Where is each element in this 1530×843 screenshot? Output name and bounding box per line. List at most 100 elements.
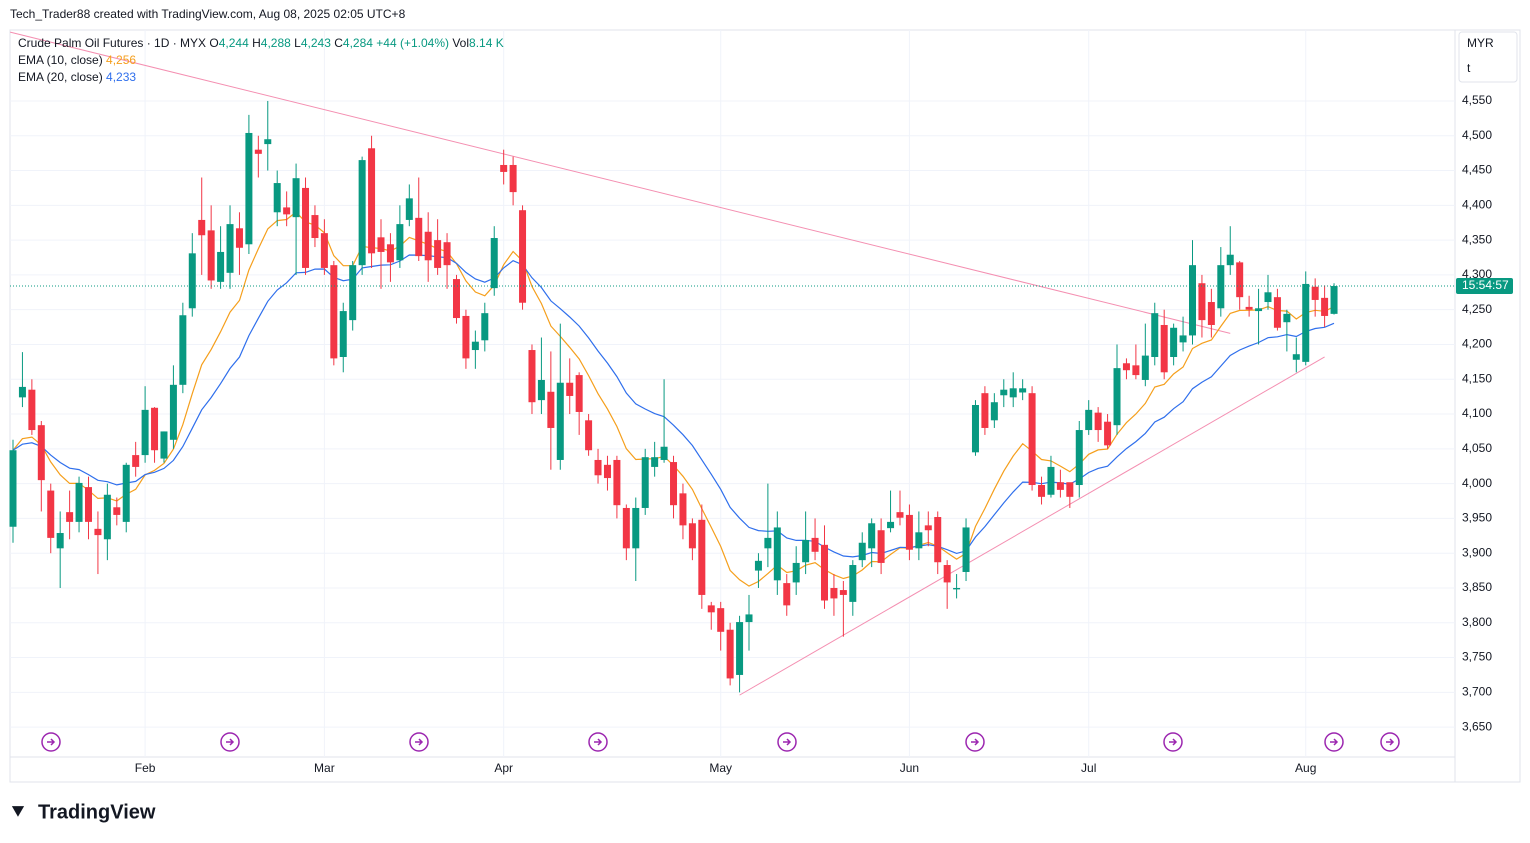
candle-body [924, 525, 932, 531]
candle-body [943, 565, 951, 583]
brand-logo: ⯆ [10, 801, 26, 823]
candle-body [292, 178, 300, 218]
y-tick-label: 3,800 [1462, 615, 1492, 629]
candle-body [575, 375, 583, 412]
candle-body [1104, 421, 1112, 446]
y-tick-label: 3,950 [1462, 511, 1492, 525]
y-tick-label: 4,150 [1462, 371, 1492, 385]
candle-body [1151, 313, 1159, 357]
candle-body [764, 537, 772, 549]
candle-body [585, 420, 593, 451]
candle-body [94, 528, 102, 536]
candle-body [273, 183, 281, 213]
candle-body [339, 311, 347, 357]
trendline [739, 356, 1325, 696]
candle-body [471, 341, 479, 351]
candle-body [641, 457, 649, 508]
candle-body [1122, 363, 1130, 371]
event-icon [1169, 738, 1178, 746]
field-name: H [252, 36, 261, 50]
candle-body [820, 544, 828, 601]
candle-body [726, 629, 734, 679]
field-name: C [334, 36, 343, 50]
candle-body [971, 405, 979, 453]
candle-body [566, 382, 574, 396]
candle-body [660, 446, 668, 460]
event-icon [415, 738, 424, 746]
candle-body [443, 242, 451, 266]
candle-body [537, 379, 545, 401]
candle-body [811, 537, 819, 552]
candle-body [37, 425, 45, 481]
x-tick-label: May [709, 761, 732, 775]
volume-name: Vol [452, 36, 470, 50]
symbol-row: Crude Palm Oil Futures · 1D · MYX O4,244… [18, 35, 504, 52]
field-value: 4,243 [300, 36, 331, 50]
y-tick-label: 4,400 [1462, 197, 1492, 211]
candle-body [1292, 354, 1300, 360]
candle-body [1056, 482, 1064, 490]
event-icon [1330, 738, 1339, 746]
candle-body [519, 210, 527, 303]
candle-body [18, 386, 26, 398]
candle-body [235, 228, 243, 248]
indicator-value: 4,233 [106, 70, 137, 84]
candle-body [1028, 393, 1036, 486]
indicator-row: EMA (20, close) 4,233 [18, 69, 504, 86]
candle-body [311, 215, 319, 239]
candle-body [745, 614, 753, 623]
candle-body [141, 409, 149, 456]
candle-body [434, 240, 442, 268]
y-tick-label: 4,050 [1462, 441, 1492, 455]
frame [9, 29, 1521, 783]
indicator-name: EMA (10, close) [18, 53, 103, 67]
candle-body [651, 457, 659, 467]
candle-body [330, 265, 338, 359]
candle-body [953, 587, 961, 590]
candle-body [415, 217, 423, 257]
candle-body [198, 219, 206, 236]
candle-body [632, 507, 640, 549]
field-name: O [209, 36, 219, 50]
candle-body [368, 148, 376, 254]
y-tick-label: 3,850 [1462, 580, 1492, 594]
candle-body [264, 139, 272, 145]
candle-body [1264, 292, 1272, 303]
candle-body [424, 231, 432, 261]
candle-body [245, 132, 253, 245]
candle-body [1066, 482, 1074, 497]
candle-body [254, 149, 262, 154]
candle-body [1217, 265, 1225, 309]
candle-body [868, 523, 876, 549]
candle-body [349, 265, 357, 321]
candle-body [103, 494, 111, 540]
candle-body [1245, 306, 1253, 310]
y-tick-label: 4,450 [1462, 163, 1492, 177]
trendline [10, 31, 1231, 334]
candle-body [1236, 262, 1244, 298]
candle-body [934, 517, 942, 563]
candle-body [1207, 302, 1215, 325]
candle-body [207, 230, 215, 281]
unit: t [1467, 61, 1471, 75]
candle-body [132, 455, 140, 467]
indicator-value: 4,256 [106, 53, 137, 67]
candle-body [556, 382, 564, 460]
candle-body [877, 530, 885, 563]
candle-body [717, 608, 725, 632]
ema-line [12, 254, 1335, 558]
candle-body [56, 533, 64, 549]
x-tick-label: Mar [314, 761, 335, 775]
candle-body [9, 450, 17, 527]
candle-body [302, 187, 310, 268]
candle-body [1019, 388, 1027, 393]
candle-body [1311, 286, 1319, 300]
candle-body [217, 251, 225, 282]
field-value: 4,284 [342, 36, 373, 50]
candle-body [405, 198, 413, 220]
candle-body [990, 402, 998, 421]
credit: Tech_Trader88 created with TradingView.c… [10, 7, 406, 21]
candle-body [858, 542, 866, 561]
candle-body [736, 622, 744, 675]
countdown: 15:54:57 [1462, 278, 1509, 292]
